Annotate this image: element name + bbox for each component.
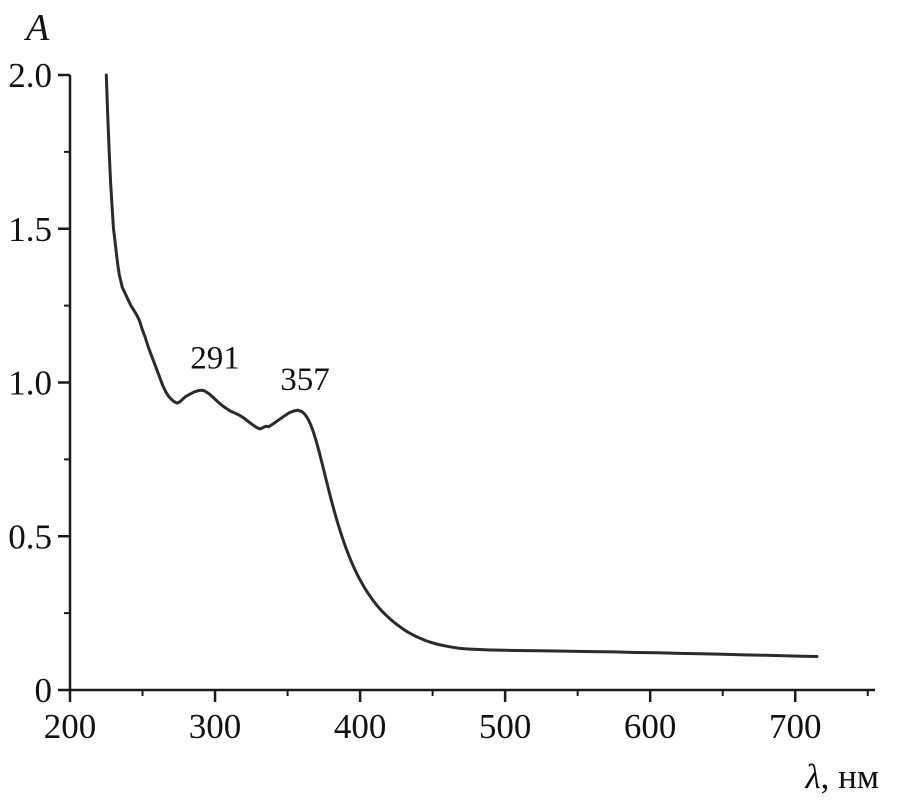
x-tick-label: 600 [624,707,677,746]
y-tick-label: 1.0 [8,364,52,403]
x-axis-title: λ, нм [804,757,879,796]
x-tick-label: 500 [479,707,532,746]
y-tick-label: 0.5 [8,517,52,556]
y-tick-label: 1.5 [8,210,52,249]
spectrum-curve [104,73,819,658]
axes [68,75,875,692]
peak-label-291: 291 [190,341,240,377]
y-axis-title: A [23,7,50,49]
y-tick-label: 2.0 [8,56,52,95]
peak-label-357: 357 [280,362,330,398]
y-tick-label: 0 [35,671,53,710]
x-tick-label: 300 [189,707,242,746]
x-tick-label: 700 [769,707,822,746]
x-tick-label: 200 [44,707,97,746]
x-tick-label: 400 [334,707,387,746]
